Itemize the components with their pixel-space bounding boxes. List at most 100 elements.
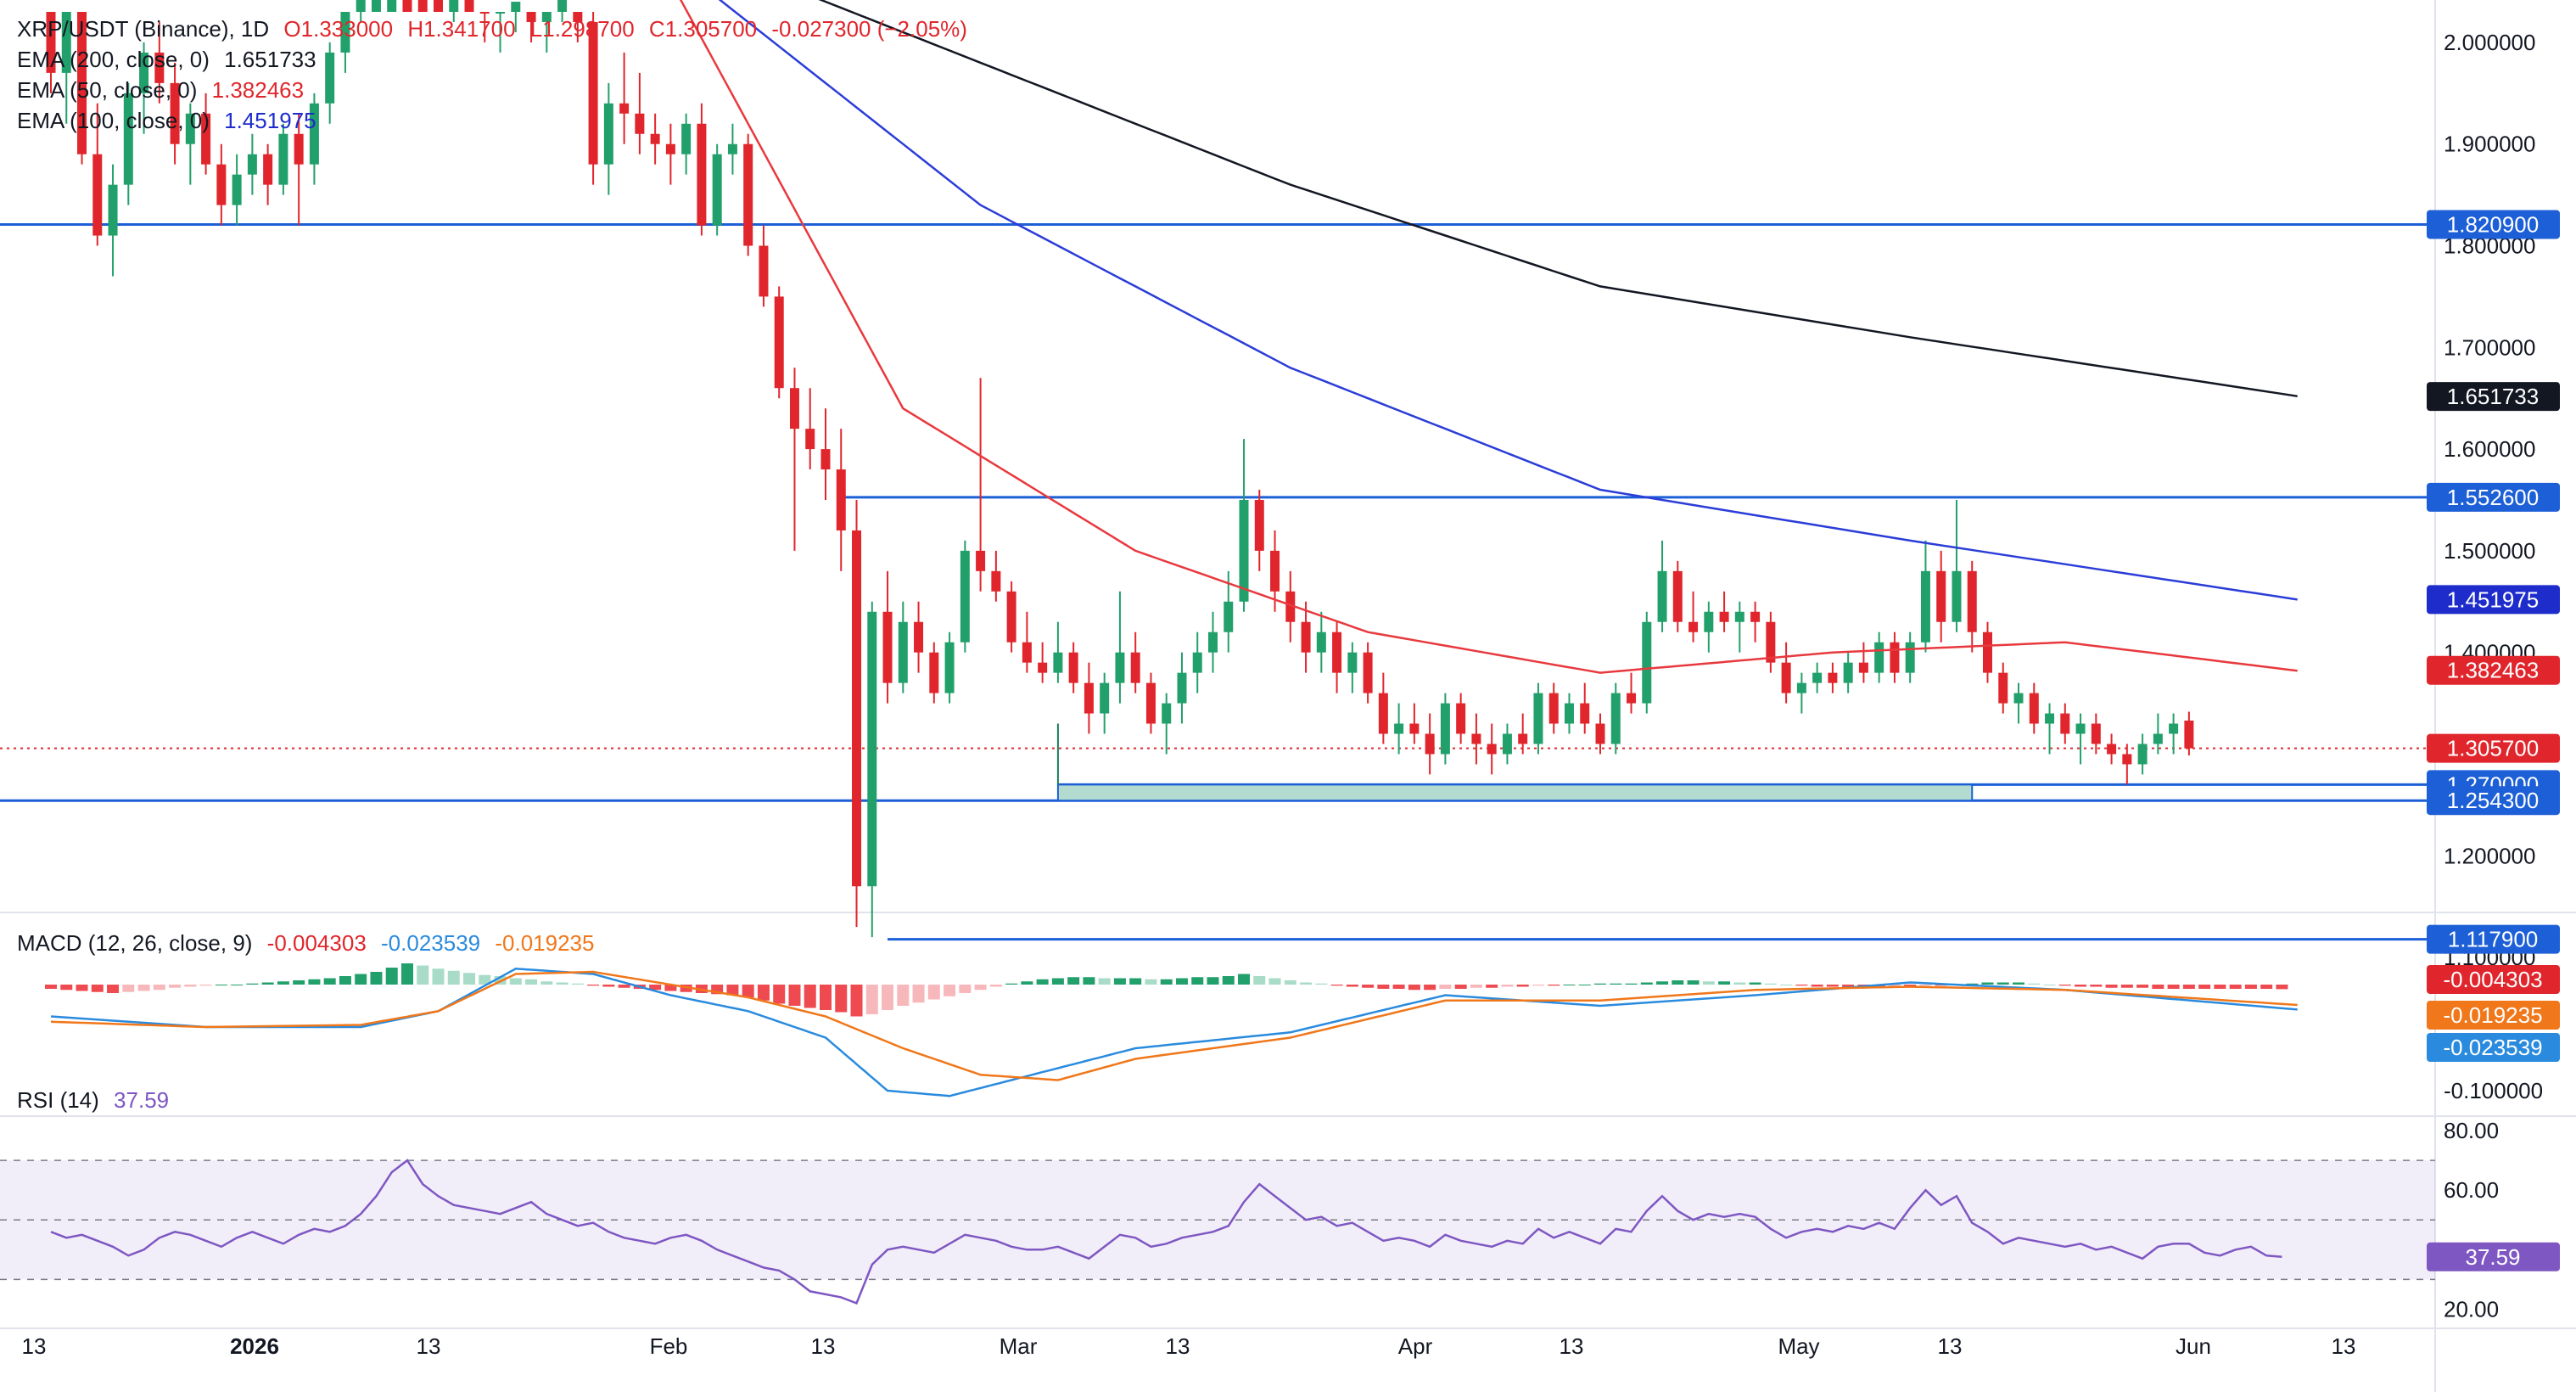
- macd-histogram-bar: [1098, 978, 1111, 985]
- candle: [1564, 693, 1574, 734]
- candle-body: [774, 296, 784, 389]
- candle-body: [1394, 723, 1404, 734]
- level-price-tag-text: 1.254300: [2447, 788, 2539, 813]
- candle: [2184, 711, 2194, 756]
- macd-histogram-bar: [1640, 982, 1653, 985]
- candle: [1719, 591, 1729, 632]
- candle: [789, 368, 799, 551]
- candle: [1890, 631, 1900, 683]
- candle-body: [371, 0, 381, 12]
- candle: [2091, 713, 2101, 755]
- macd-histogram-bar: [308, 979, 321, 985]
- candle-body: [402, 0, 412, 12]
- candle-body: [387, 0, 397, 12]
- macd-histogram-bar: [1051, 978, 1064, 985]
- level-price-tag: 1.552600: [2427, 482, 2560, 512]
- candle: [139, 42, 149, 134]
- symbol-title[interactable]: XRP/USDT (Binance), 1D: [17, 16, 270, 42]
- macd-histogram-bar: [649, 985, 662, 991]
- candle: [1363, 642, 1373, 704]
- candle: [1115, 591, 1125, 704]
- candle-body: [960, 550, 970, 643]
- macd-histogram-bar: [850, 985, 863, 1017]
- macd-histogram-bar: [1222, 976, 1235, 985]
- candle: [603, 82, 613, 195]
- ema200-value: 1.651733: [224, 47, 316, 72]
- candle-body: [1471, 733, 1481, 744]
- candle-body: [743, 143, 753, 246]
- candle: [108, 164, 118, 277]
- ema200-legend[interactable]: EMA (200, close, 0) 1.651733: [17, 44, 325, 75]
- macd-histogram-bar: [556, 982, 568, 985]
- candle-body: [46, 12, 56, 73]
- macd-histogram-bar: [1005, 983, 1018, 985]
- candle-body: [1145, 682, 1156, 724]
- candle: [1595, 713, 1605, 755]
- macd-histogram-bar: [680, 985, 692, 992]
- candle: [1781, 642, 1791, 704]
- macd-histogram-bar: [2167, 985, 2180, 989]
- candle: [294, 113, 304, 226]
- last-price-tag-bg: [2427, 733, 2560, 763]
- candle: [1162, 693, 1172, 755]
- support-zone: [1056, 783, 1974, 802]
- macd-legend[interactable]: MACD (12, 26, close, 9) -0.004303 -0.023…: [17, 928, 602, 958]
- macd-histogram-bar: [153, 985, 165, 991]
- level-price-tag-bg: [2427, 924, 2560, 954]
- candle: [1750, 601, 1761, 643]
- ema50-legend[interactable]: EMA (50, close, 0) 1.382463: [17, 75, 312, 105]
- candle-body: [1967, 570, 1977, 632]
- candle: [867, 601, 877, 938]
- macd-histogram-bar: [1811, 985, 1823, 987]
- candle-body: [1905, 642, 1915, 673]
- candle: [1688, 591, 1699, 643]
- candle-body: [2091, 723, 2101, 744]
- macd-histogram-bar: [400, 963, 413, 985]
- time-tick-label: Apr: [1398, 1333, 1433, 1359]
- candle-body: [557, 0, 568, 12]
- macd-histogram-bar: [339, 976, 351, 985]
- rsi-tick-label: 60.00: [2444, 1177, 2499, 1203]
- candle-body: [325, 52, 335, 104]
- time-tick-label: Mar: [1000, 1333, 1038, 1359]
- candle: [1440, 693, 1450, 765]
- time-tick-label: Feb: [650, 1333, 688, 1359]
- candle-body: [1518, 733, 1528, 744]
- macd-histogram-bar: [927, 985, 940, 1000]
- candle: [511, 2, 521, 32]
- level-price-tag-bg: [2427, 482, 2560, 512]
- candle-body: [898, 621, 908, 683]
- macd-histogram-bar: [865, 985, 878, 1014]
- candle-body: [2137, 744, 2148, 765]
- macd-histogram-bar: [1392, 985, 1405, 989]
- ema100-legend[interactable]: EMA (100, close, 0) 1.451975: [17, 105, 325, 136]
- macd-histogram-bar: [509, 978, 522, 985]
- rsi-legend[interactable]: RSI (14) 37.59: [17, 1085, 177, 1115]
- candle: [387, 0, 397, 12]
- ema100-line: [718, 0, 2298, 601]
- price-tick-label: 1.200000: [2444, 843, 2535, 868]
- candle: [1998, 662, 2008, 714]
- candle: [1843, 652, 1853, 693]
- ema-price-tag-bg: [2427, 655, 2560, 685]
- candle-body: [1006, 591, 1016, 643]
- candle-body: [1812, 672, 1823, 683]
- macd-histogram-bar: [897, 985, 910, 1006]
- macd-histogram-bar: [1362, 985, 1375, 988]
- ohlc-low: L1.298700: [529, 16, 635, 42]
- candle: [371, 0, 381, 12]
- candle-body: [1038, 662, 1048, 673]
- candle-body: [1363, 652, 1373, 693]
- candle: [247, 133, 257, 195]
- candle: [185, 103, 195, 185]
- candle: [681, 113, 692, 175]
- macd-histogram-bar: [1253, 976, 1266, 985]
- candle-body: [1858, 662, 1868, 673]
- macd-histogram-bar: [122, 985, 135, 992]
- macd-histogram-bar: [1191, 977, 1204, 985]
- ema-price-tag-text: 1.651733: [2447, 384, 2539, 409]
- candle-body: [1580, 703, 1590, 724]
- macd-histogram-bar: [1300, 982, 1313, 985]
- candle: [2153, 713, 2163, 755]
